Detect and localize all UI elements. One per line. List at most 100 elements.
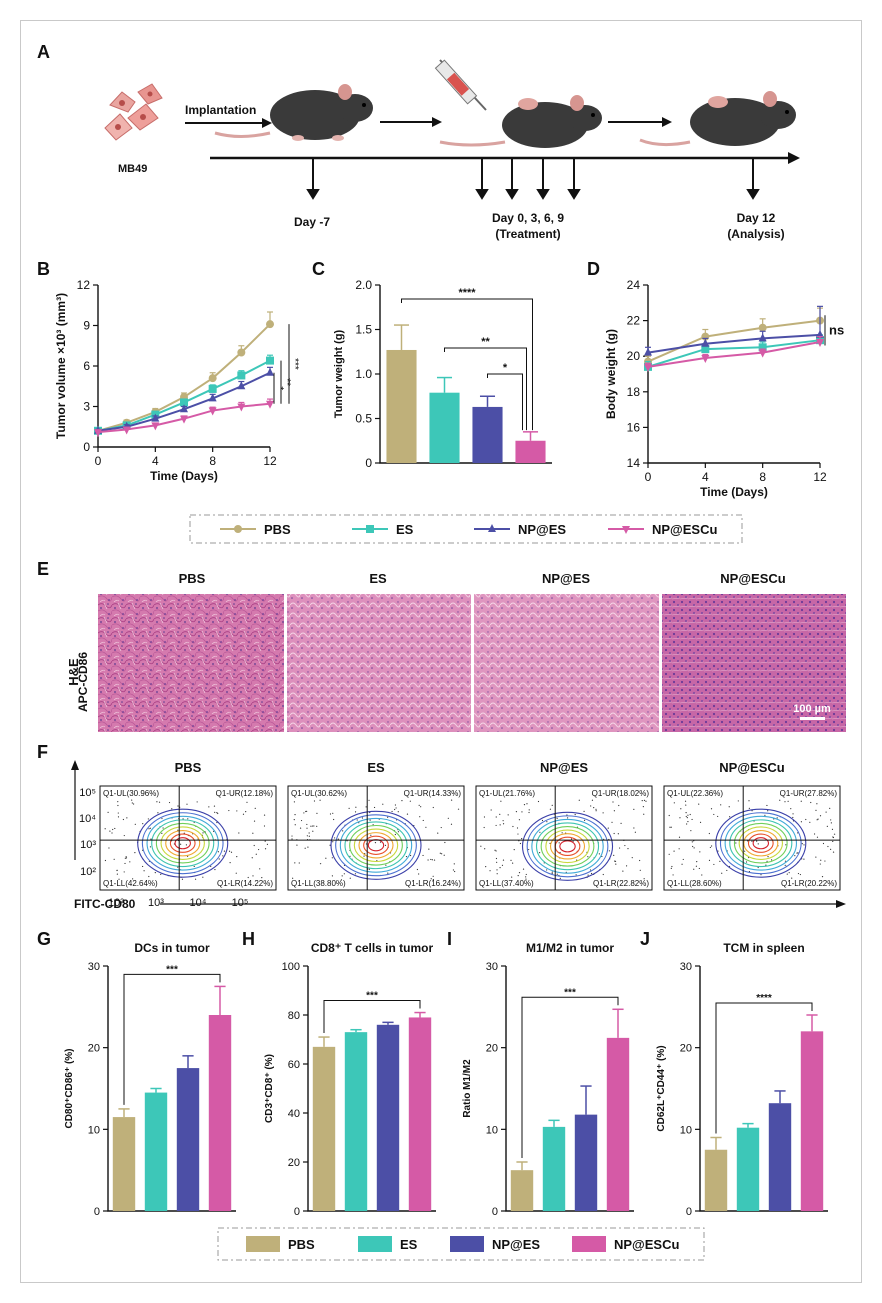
event-dot <box>264 840 266 842</box>
event-dot <box>832 836 835 839</box>
event-dot <box>425 826 427 828</box>
event-dot <box>131 799 133 801</box>
y-tick-label: 0 <box>365 456 372 470</box>
event-dot <box>122 818 124 821</box>
event-dot <box>673 850 675 852</box>
chart-title: DCs in tumor <box>134 941 210 955</box>
event-dot <box>669 826 671 828</box>
event-dot <box>333 818 335 821</box>
y-tick-label: 0.5 <box>355 412 372 426</box>
event-dot <box>123 834 125 837</box>
quadrant-ur: Q1-UR(14.33%) <box>404 789 462 798</box>
event-dot <box>625 865 628 867</box>
event-dot <box>538 852 541 854</box>
legend-swatch-NP@ESCu <box>572 1236 606 1252</box>
event-dot <box>394 804 397 806</box>
he-image-pbs <box>98 594 284 732</box>
bar-PBS <box>386 349 417 463</box>
event-dot <box>379 841 382 843</box>
event-dot <box>194 878 197 880</box>
event-dot <box>559 877 561 879</box>
sig-bracket <box>123 973 221 1105</box>
axis-lines <box>647 285 820 464</box>
event-dot <box>502 823 505 825</box>
event-dot <box>513 849 515 851</box>
event-dot <box>572 840 574 842</box>
event-dot <box>575 874 577 876</box>
event-dot <box>363 855 365 857</box>
y-tick-label: 0 <box>686 1206 692 1218</box>
event-dot <box>305 810 307 813</box>
event-dot <box>830 819 832 821</box>
event-dot <box>558 842 560 844</box>
sig-bracket <box>444 347 527 352</box>
event-dot <box>343 873 345 875</box>
series-line-ES <box>647 339 821 368</box>
event-dot <box>816 803 818 805</box>
y-tick-label: 20 <box>288 1157 300 1169</box>
event-dot <box>431 859 433 861</box>
event-dot <box>253 820 256 822</box>
legend-label-NP@ES: NP@ES <box>518 522 566 537</box>
quadrant-ur: Q1-UR(18.02%) <box>592 789 650 798</box>
event-dot <box>792 816 794 819</box>
flow-plot-frame <box>663 785 841 891</box>
event-dot <box>306 823 308 826</box>
syringe-icon <box>434 59 487 111</box>
event-dot <box>708 859 711 861</box>
event-dot <box>252 875 254 877</box>
quadrant-lr: Q1-LR(14.22%) <box>217 879 273 888</box>
event-dot <box>253 844 255 847</box>
event-dot <box>372 824 374 826</box>
panel-label-d: D <box>587 259 600 279</box>
data-point <box>180 398 188 407</box>
event-dot <box>797 832 799 834</box>
event-dot <box>385 864 387 866</box>
event-dot <box>796 852 798 854</box>
event-dot <box>602 873 604 876</box>
event-dot <box>196 801 198 803</box>
legend-label-PBS: PBS <box>264 522 291 537</box>
contour-ring <box>729 819 793 868</box>
quadrant-ll: Q1-LL(28.60%) <box>667 879 722 888</box>
event-dot <box>710 845 713 847</box>
data-point <box>180 404 188 413</box>
bar-ES <box>144 1092 168 1211</box>
event-dot <box>489 870 491 872</box>
event-dot <box>325 857 327 859</box>
event-dot <box>354 873 357 875</box>
event-dot <box>406 813 409 815</box>
y-axis-title: Tumor volume ×10³ (mm³) <box>54 293 68 439</box>
contour-ring <box>174 837 191 850</box>
y-tick-label: 0 <box>294 1206 300 1218</box>
event-dot <box>294 824 296 826</box>
sig-label: *** <box>366 991 378 1002</box>
event-dot <box>416 868 419 871</box>
x-tick-label: 8 <box>759 470 766 484</box>
data-point <box>237 371 246 380</box>
event-dot <box>332 812 334 814</box>
event-dot <box>590 805 592 807</box>
event-dot <box>709 846 711 849</box>
event-dot <box>387 872 389 874</box>
data-point <box>701 338 710 347</box>
event-dot <box>368 868 370 870</box>
event-dot <box>613 854 615 856</box>
event-dot <box>368 799 370 801</box>
event-dot <box>142 823 144 825</box>
event-dot <box>104 859 107 862</box>
event-dot <box>247 876 249 879</box>
event-dot <box>369 811 371 814</box>
flow-y-tick: 10² <box>80 866 96 878</box>
event-dot <box>815 856 817 858</box>
event-dot <box>422 819 424 822</box>
event-dot <box>395 807 397 809</box>
event-dot <box>294 814 296 816</box>
event-dot <box>633 827 635 829</box>
data-point <box>758 343 767 352</box>
event-dot <box>405 855 408 858</box>
event-dot <box>374 842 377 844</box>
bar-NP@ES <box>376 1024 400 1211</box>
event-dot <box>668 814 670 817</box>
